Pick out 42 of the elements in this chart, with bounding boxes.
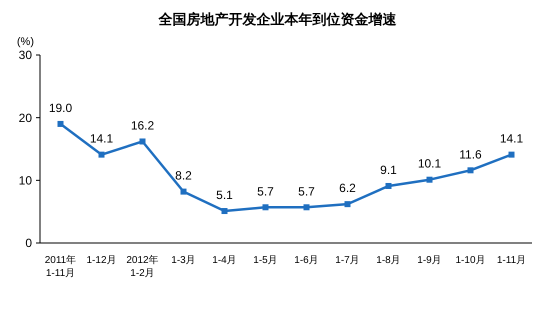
x-tick-label: 1-9月 — [417, 255, 442, 266]
text: 9.1 — [380, 162, 397, 177]
point — [344, 201, 350, 208]
x-tick-label: 1-4月 — [212, 255, 237, 266]
y-tick-label: 20 — [18, 110, 32, 125]
text: 11.6 — [459, 147, 482, 162]
x-tick-label: 1-5月 — [253, 255, 278, 266]
x-tick-label: 1-7月 — [335, 255, 360, 266]
text: 19.0 — [48, 100, 72, 115]
text: 6.2 — [339, 181, 356, 196]
point — [468, 167, 474, 174]
x-tick-label: 1-3月 — [171, 255, 196, 266]
point — [98, 152, 104, 158]
x-tick-label: 1-12月 — [86, 255, 117, 266]
point — [262, 204, 268, 210]
y-tick-label: 10 — [18, 174, 32, 188]
y-tick-label: 30 — [18, 48, 32, 62]
y-tick-label: 0 — [25, 236, 32, 250]
point — [386, 182, 392, 189]
point — [222, 208, 228, 214]
x-tick-label: 1-8月 — [376, 255, 401, 266]
point — [304, 204, 310, 210]
x-tick-label: 2012年 1-2月 — [126, 254, 159, 279]
text: 14.1 — [90, 132, 114, 146]
text: 5.7 — [298, 184, 315, 198]
text: 10.1 — [418, 156, 442, 171]
point — [508, 152, 514, 158]
text: 8.2 — [175, 168, 192, 183]
text: 5.1 — [216, 188, 233, 202]
x-tick-label: 1-6月 — [294, 255, 319, 266]
text: 14.1 — [500, 132, 524, 146]
x-tick-label: 2011年 1-11月 — [44, 254, 76, 279]
text: 16.2 — [130, 118, 154, 132]
text: 5.7 — [257, 184, 274, 198]
x-tick-label: 1-11月 — [496, 255, 526, 266]
point — [140, 138, 146, 144]
chart-title: 全国房地产开发企业本年到位资金增速 — [158, 11, 398, 27]
point — [58, 120, 64, 127]
y-axis-title: (%) — [16, 36, 34, 48]
point — [180, 188, 186, 195]
x-tick-label: 1-10月 — [455, 255, 486, 266]
point — [426, 176, 432, 183]
